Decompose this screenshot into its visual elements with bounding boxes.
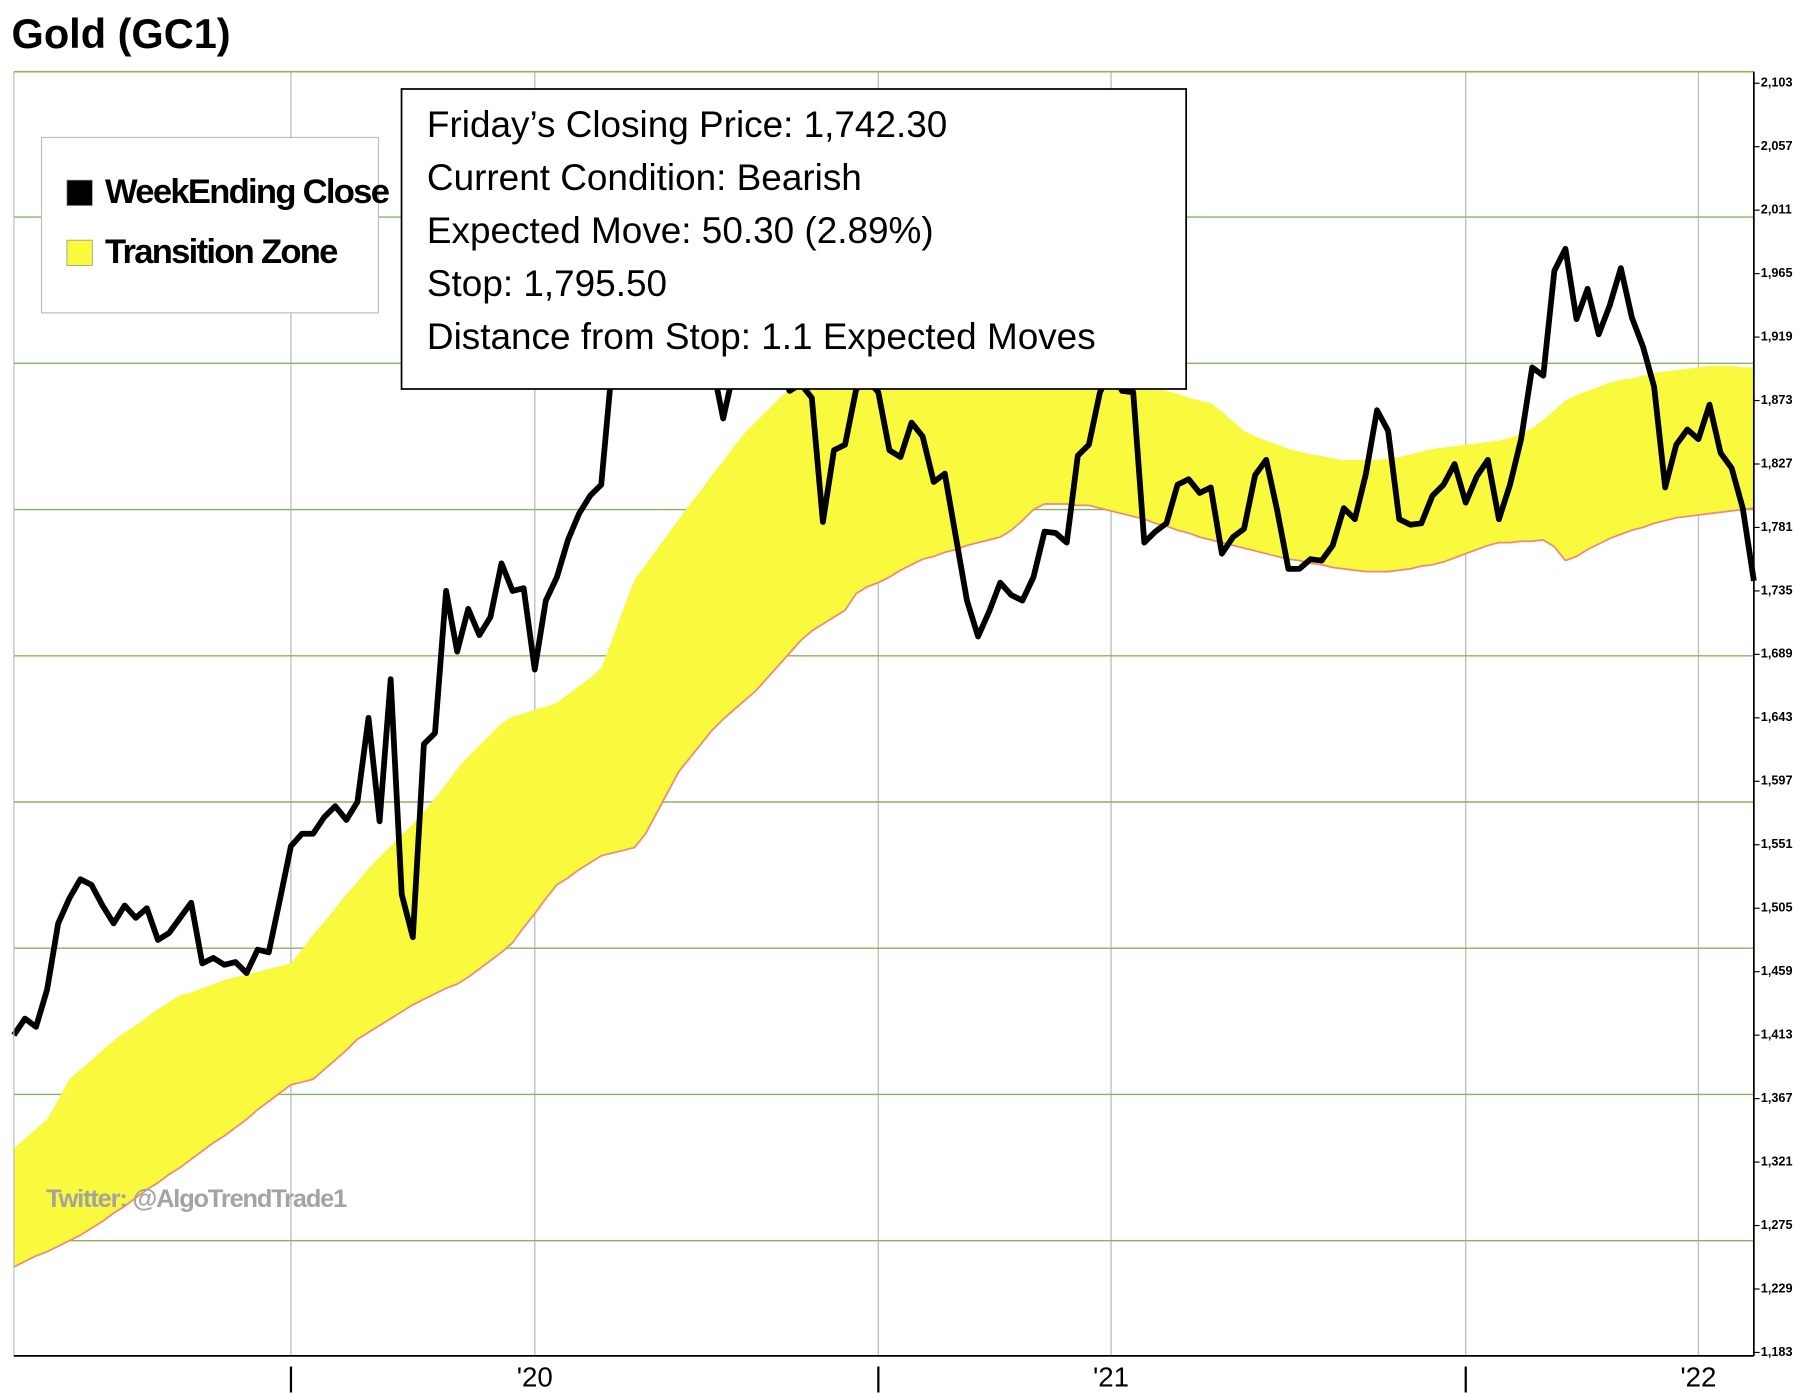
y-tick-label: 1,183 [1761,1345,1793,1359]
y-tick-label: 1,275 [1761,1218,1793,1232]
x-tick-label: '20 [517,1361,553,1392]
info-box-frame [400,88,1188,390]
y-tick-label: 1,643 [1761,710,1793,724]
zone-lower-edge [13,503,1754,1268]
y-tick-label: 2,057 [1761,139,1793,153]
legend-box [40,136,380,314]
info-line: Distance from Stop: 1.1 Expected Moves [427,316,1096,357]
watermark: Twitter: @AlgoTrendTrade1 [46,1185,347,1213]
y-tick-label: 1,735 [1761,583,1793,597]
x-tick-label: '21 [1093,1361,1129,1392]
y-tick-label: 1,321 [1761,1154,1793,1168]
legend-swatch [66,179,93,206]
y-tick-label: 1,827 [1761,456,1793,470]
y-tick-label: 1,597 [1761,774,1793,788]
y-tick-label: 2,103 [1761,76,1793,90]
y-tick-label: 1,229 [1761,1281,1793,1295]
info-line: Friday’s Closing Price: 1,742.30 [427,104,947,145]
legend-label: Transition Zone [105,233,338,271]
y-tick-label: 1,781 [1761,520,1793,534]
x-tick-label: | [875,1361,882,1392]
y-tick-label: 1,689 [1761,647,1793,661]
transition-zone [13,352,1754,1267]
x-tick-label: '22 [1680,1361,1716,1392]
info-line: Stop: 1,795.50 [427,263,667,304]
info-box: Friday’s Closing Price: 1,742.30 Current … [400,88,1188,390]
info-line: Expected Move: 50.30 (2.89%) [427,210,934,251]
y-tick-label: 1,919 [1761,329,1793,343]
legend: WeekEnding Close Transition Zone [40,136,391,314]
chart-title: Gold (GC1) [12,10,231,57]
y-tick-label: 1,413 [1761,1028,1793,1042]
info-line: Current Condition: Bearish [427,157,862,198]
x-tick-label: | [1462,1361,1469,1392]
x-tick-label: | [287,1361,294,1392]
y-tick-label: 1,873 [1761,393,1793,407]
y-tick-label: 1,965 [1761,266,1793,280]
y-tick-label: 1,551 [1761,837,1793,851]
y-tick-label: 1,367 [1761,1091,1793,1105]
legend-swatch [66,239,93,266]
close-line [11,132,1757,1037]
y-tick-label: 2,011 [1761,203,1792,217]
y-tick-label: 1,505 [1761,901,1793,915]
legend-label: WeekEnding Close [105,173,390,211]
y-tick-label: 1,459 [1761,964,1793,978]
